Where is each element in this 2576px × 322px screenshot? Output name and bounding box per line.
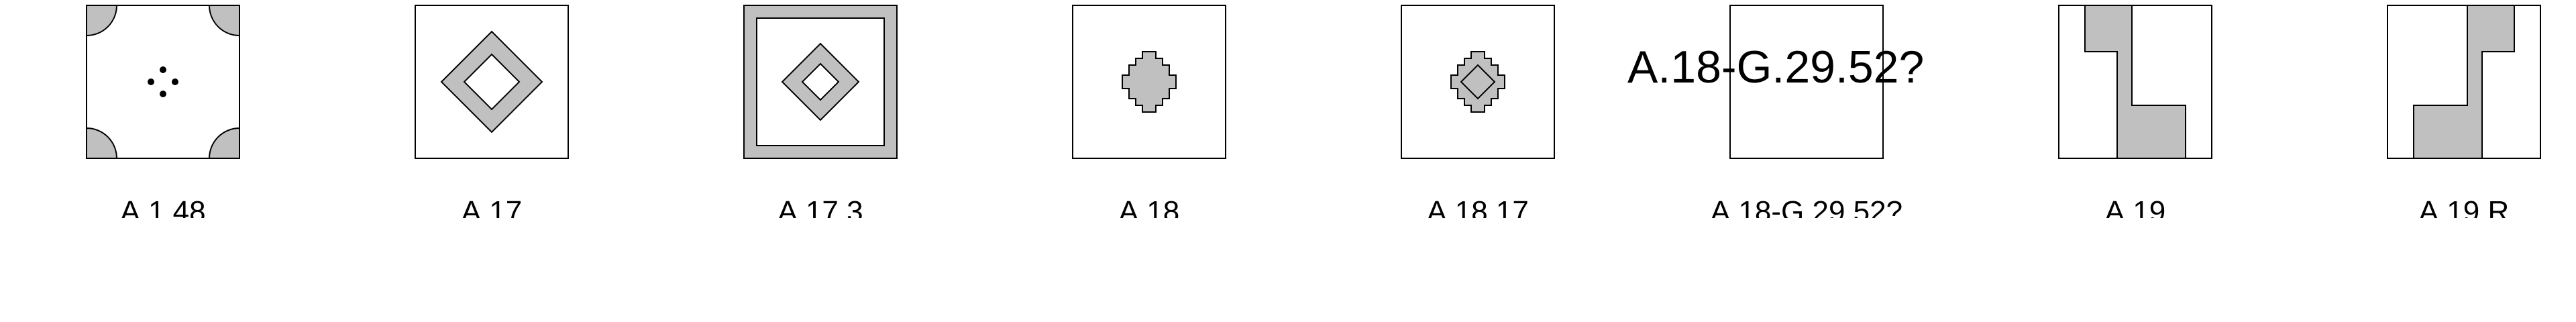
symbol-a-18 (1072, 5, 1226, 159)
empty-square-icon (1729, 5, 1884, 159)
symbol-a-1-48 (86, 5, 240, 159)
symbol-cell-a-17: A.17 (329, 0, 651, 322)
symbol-caption: A.18.17 (1427, 195, 1529, 218)
symbol-cell-a-1-48: A.1.48 (0, 0, 322, 322)
symbol-a-19 (2058, 5, 2212, 159)
diamond-outline-icon (415, 5, 569, 159)
stepped-cross-icon (1072, 5, 1226, 159)
symbol-cell-a-18-g-29-52: A.18-G.29.52? (1644, 0, 1966, 322)
corner-quarter-circles-icon (86, 5, 240, 159)
symbol-cell-a-19-r: A.19.R (2301, 0, 2576, 322)
offset-column-reversed-icon (2387, 5, 2541, 159)
symbol-caption: A.17.3 (777, 195, 863, 218)
symbol-caption: A.18 (1118, 195, 1180, 218)
symbol-caption: A.17 (461, 195, 523, 218)
symbol-a-19-r (2387, 5, 2541, 159)
symbol-a-17 (415, 5, 569, 159)
offset-column-icon (2058, 5, 2212, 159)
symbol-cell-a-18-17: A.18.17 (1315, 0, 1637, 322)
symbol-cell-a-17-3: A.17.3 (657, 0, 979, 322)
symbol-caption: A.19 (2104, 195, 2166, 218)
symbol-caption: A.19.R (2418, 195, 2510, 218)
framed-diamond-icon (743, 5, 898, 159)
symbol-a-17-3 (743, 5, 898, 159)
symbol-caption: A.1.48 (120, 195, 206, 218)
symbol-a-18-17 (1401, 5, 1555, 159)
overlay-label: A.18-G.29.52? (1627, 42, 1925, 93)
symbol-cell-a-18: A.18 (986, 0, 1308, 322)
symbol-caption: A.18-G.29.52? (1710, 195, 1903, 218)
symbol-a-18-g-29-52 (1729, 5, 1884, 159)
stepped-cross-diamond-icon (1401, 5, 1555, 159)
symbol-cell-a-19: A.19 (1972, 0, 2294, 322)
